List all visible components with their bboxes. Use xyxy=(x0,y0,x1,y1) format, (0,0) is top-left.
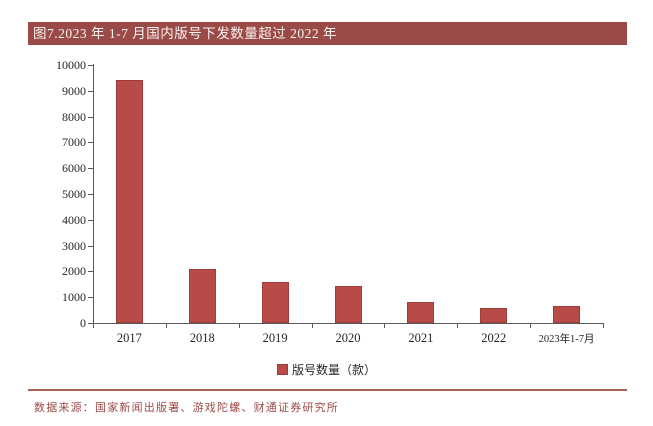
footer-divider xyxy=(28,389,627,391)
bar xyxy=(407,302,435,323)
y-axis-tick-label: 7000 xyxy=(62,135,86,150)
y-axis-tick xyxy=(88,271,93,273)
x-axis-category-label: 2023年1-7月 xyxy=(538,334,595,345)
bar xyxy=(188,268,216,323)
x-axis-tick xyxy=(384,324,386,328)
legend-color-swatch xyxy=(276,364,288,375)
y-axis-tick xyxy=(88,219,93,221)
y-axis-tick-label: 9000 xyxy=(62,83,86,98)
x-axis-category-label: 2021 xyxy=(408,331,434,345)
x-axis-tick xyxy=(603,324,604,328)
y-axis-tick xyxy=(88,245,93,247)
bar xyxy=(115,80,143,323)
x-axis-tick xyxy=(93,324,94,328)
bar xyxy=(480,308,508,323)
x-axis-category-label: 2018 xyxy=(189,331,215,345)
data-source-note: 数据来源：国家新闻出版署、游戏陀螺、财通证券研究所 xyxy=(34,402,339,414)
x-axis-tick xyxy=(238,324,240,328)
bar xyxy=(553,306,581,323)
y-axis-tick-label: 6000 xyxy=(62,161,86,176)
y-axis-tick xyxy=(88,297,93,299)
x-axis-line xyxy=(88,323,604,324)
x-axis-category-label: 2020 xyxy=(335,331,361,345)
x-axis-tick xyxy=(530,324,532,328)
x-axis-category-label: 2017 xyxy=(116,331,142,345)
figure-title-bar: 图7.2023 年 1-7 月国内版号下发数量超过 2022 年 xyxy=(28,22,627,45)
y-axis-tick xyxy=(88,142,93,144)
bar xyxy=(261,281,289,323)
y-axis-tick xyxy=(88,116,93,118)
bar xyxy=(334,286,362,323)
y-axis-tick-label: 3000 xyxy=(62,238,86,253)
y-axis-line xyxy=(93,64,94,324)
figure-title: 图7.2023 年 1-7 月国内版号下发数量超过 2022 年 xyxy=(33,26,337,41)
x-axis-tick xyxy=(457,324,459,328)
x-axis-category-label: 2019 xyxy=(262,331,288,345)
y-axis-tick-label: 4000 xyxy=(62,212,86,227)
x-axis-category-label: 2022 xyxy=(481,331,507,345)
y-axis-tick xyxy=(88,168,93,170)
chart-legend: 版号数量（款） xyxy=(0,361,653,378)
y-axis-tick xyxy=(88,323,93,324)
y-axis-tick xyxy=(88,90,93,92)
y-axis-tick-label: 0 xyxy=(80,316,86,330)
y-axis-tick-label: 2000 xyxy=(62,264,86,279)
y-axis-tick-label: 5000 xyxy=(62,187,86,201)
y-axis-tick-label: 8000 xyxy=(62,109,86,124)
x-axis-tick xyxy=(311,324,313,328)
legend-series-label: 版号数量（款） xyxy=(291,363,376,377)
y-axis-tick xyxy=(88,65,93,66)
y-axis-tick-label: 10000 xyxy=(56,58,86,72)
x-axis-tick xyxy=(165,324,167,328)
y-axis-tick-label: 1000 xyxy=(62,290,86,305)
y-axis-tick xyxy=(88,194,93,195)
